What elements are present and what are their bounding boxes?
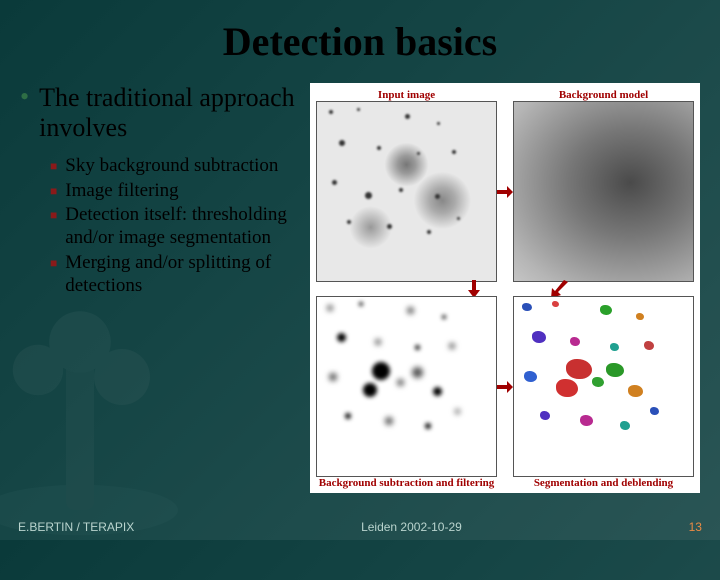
panel-label-segmentation: Segmentation and deblending — [513, 477, 694, 489]
panel-label-input: Input image — [316, 89, 497, 101]
sub-bullet-text: Merging and/or splitting of detections — [65, 252, 300, 298]
panel-label-subtraction: Background subtraction and filtering — [316, 477, 497, 489]
panel-input-image — [316, 101, 497, 282]
sub-bullet: ■ Image filtering — [50, 180, 300, 203]
square-bullet-icon: ■ — [50, 155, 57, 178]
sub-bullet: ■Merging and/or splitting of detections — [50, 252, 300, 298]
footer-author: E.BERTIN / TERAPIX — [18, 520, 134, 534]
sub-bullet-text: Sky background subtraction — [65, 155, 278, 178]
panel-background-model — [513, 101, 694, 282]
sub-bullet-list: ■ Sky background subtraction ■ Image filte… — [20, 155, 300, 298]
bullet-dot-icon: • — [20, 83, 29, 143]
slide-title: Detection basics — [0, 0, 720, 65]
sub-bullet-text: Detection itself: thresholding and/or im… — [65, 204, 300, 250]
sub-bullet-text: Image filtering — [65, 180, 178, 203]
figure-column: Input image Background model Background … — [310, 83, 700, 493]
square-bullet-icon: ■ — [50, 204, 57, 250]
slide-footer: E.BERTIN / TERAPIX Leiden 2002-10-29 13 — [0, 520, 720, 534]
main-bullet: • The traditional approach involves — [20, 83, 300, 143]
panel-subtraction-filtering — [316, 296, 497, 477]
main-bullet-text: The traditional approach involves — [39, 83, 300, 143]
square-bullet-icon: ■ — [50, 180, 57, 203]
figure-grid: Input image Background model Background … — [316, 89, 694, 489]
content-area: • The traditional approach involves ■ Sky… — [0, 65, 720, 493]
text-column: • The traditional approach involves ■ Sky… — [20, 83, 300, 493]
arrow-down-row — [316, 282, 694, 296]
sub-bullet: ■Detection itself: thresholding and/or i… — [50, 204, 300, 250]
arrow-right-icon — [497, 296, 513, 477]
square-bullet-icon: ■ — [50, 252, 57, 298]
panel-segmentation — [513, 296, 694, 477]
footer-page-number: 13 — [689, 520, 702, 534]
panel-label-bgmodel: Background model — [513, 89, 694, 101]
sub-bullet: ■ Sky background subtraction — [50, 155, 300, 178]
arrow-right-icon — [497, 101, 513, 282]
footer-venue: Leiden 2002-10-29 — [361, 520, 462, 534]
